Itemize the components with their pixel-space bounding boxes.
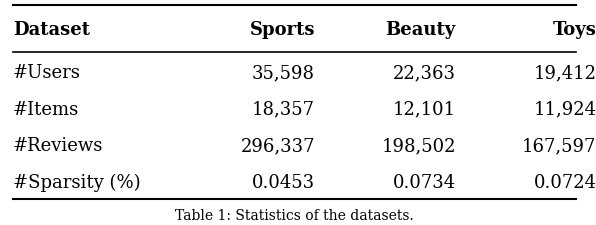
Text: 11,924: 11,924 [533,100,596,118]
Text: Table 1: Statistics of the datasets.: Table 1: Statistics of the datasets. [175,208,414,222]
Text: 0.0734: 0.0734 [393,173,456,191]
Text: 198,502: 198,502 [381,137,456,155]
Text: 18,357: 18,357 [252,100,315,118]
Text: 22,363: 22,363 [393,64,456,81]
Text: Toys: Toys [552,21,596,39]
Text: Beauty: Beauty [386,21,456,39]
Text: 296,337: 296,337 [241,137,315,155]
Text: 19,412: 19,412 [533,64,596,81]
Text: Sports: Sports [250,21,315,39]
Text: #Sparsity (%): #Sparsity (%) [13,173,141,191]
Text: #Users: #Users [13,64,81,81]
Text: 35,598: 35,598 [252,64,315,81]
Text: 0.0724: 0.0724 [533,173,596,191]
Text: #Reviews: #Reviews [13,137,104,155]
Text: 12,101: 12,101 [393,100,456,118]
Text: #Items: #Items [13,100,79,118]
Text: 0.0453: 0.0453 [252,173,315,191]
Text: 167,597: 167,597 [522,137,596,155]
Text: Dataset: Dataset [13,21,90,39]
